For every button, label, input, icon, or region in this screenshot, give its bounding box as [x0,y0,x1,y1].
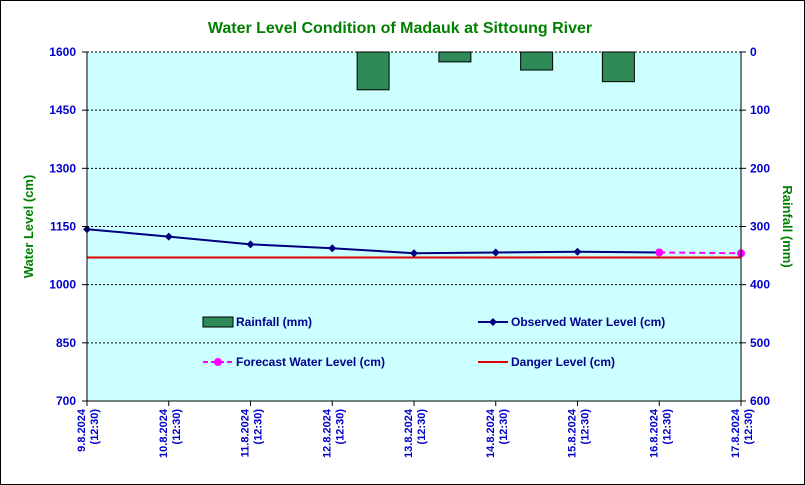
chart-title: Water Level Condition of Madauk at Sitto… [208,20,592,37]
y-tick-label-left: 1600 [49,45,76,59]
x-tick-label: 17.8.2024 (12:30) [730,408,755,458]
x-tick-label: 15.8.2024 (12:30) [567,408,592,458]
y-tick-label-right: 0 [750,45,757,59]
y-tick-label-left: 1300 [49,161,76,175]
x-tick-label-time: (12:30) [171,409,183,445]
legend-label: Rainfall (mm) [236,315,312,329]
x-tick-label-time: (12:30) [580,409,592,445]
x-tick-label-time: (12:30) [416,409,428,445]
x-tick-label: 10.8.2024 (12:30) [158,408,183,458]
rainfall-bar [520,51,554,71]
x-tick-label-date: 12.8.2024 [321,408,333,458]
forecast-point [655,248,664,257]
x-tick-label-date: 15.8.2024 [567,408,579,458]
x-tick-label: 11.8.2024 (12:30) [240,408,265,457]
legend-label: Danger Level (cm) [511,355,615,369]
observed-point [164,232,173,241]
y-tick-label-right: 200 [750,161,770,175]
plot-area [87,52,741,401]
x-tick-label-date: 11.8.2024 [240,408,252,457]
rainfall-bar [438,51,472,63]
observed-point [573,247,582,256]
x-tick-label-time: (12:30) [661,409,673,445]
x-tick-label: 12.8.2024 (12:30) [321,408,346,458]
y-axis-label-right: Rainfall (mm) [780,185,795,267]
y-tick-label-right: 400 [750,278,770,292]
x-tick-label-time: (12:30) [253,409,265,445]
legend-rainfall-swatch [202,316,234,328]
legend-forecast-marker [214,358,222,366]
x-tick-label-time: (12:30) [743,409,755,445]
observed-point [410,249,418,258]
y-tick-label-left: 1000 [49,278,76,292]
x-tick-label: 9.8.2024 (12:30) [76,408,101,452]
legend-observed-marker [489,318,497,326]
x-tick-label-date: 14.8.2024 [485,408,497,458]
y-tick-label-left: 1150 [50,220,76,234]
y-tick-label-left: 850 [56,336,76,350]
x-tick-label-time: (12:30) [89,409,101,445]
y-tick-label-right: 100 [750,103,770,117]
x-tick-label-date: 16.8.2024 [648,408,660,458]
y-tick-label-left: 1450 [49,103,76,117]
observed-water-level-line [86,228,660,255]
legend-label: Observed Water Level (cm) [511,315,665,329]
rainfall-bar [601,51,635,83]
legend-label: Forecast Water Level (cm) [236,355,385,369]
y-axis-label-left: Water Level (cm) [21,175,36,279]
x-tick-label-date: 13.8.2024 [403,408,415,458]
series-lines [83,225,745,259]
x-tick-label: 14.8.2024 (12:30) [485,408,510,458]
x-tick-label-date: 9.8.2024 [76,408,88,452]
x-tick-label-date: 10.8.2024 [158,408,170,458]
observed-point [491,248,500,257]
rainfall-bars [356,51,635,91]
rainfall-bar [356,51,390,91]
y-tick-label-right: 600 [750,394,770,408]
x-tick-label-date: 17.8.2024 [730,408,742,458]
forecast-water-level-line [659,251,742,255]
y-tick-label-right: 500 [750,336,770,350]
observed-point [328,244,337,253]
x-tick-label-time: (12:30) [498,409,510,445]
x-tick-label: 13.8.2024 (12:30) [403,408,428,458]
legend: Rainfall (mm) Observed Water Level (cm) Fo… [202,315,665,369]
observed-point [246,240,255,249]
x-tick-label: 16.8.2024 (12:30) [648,408,673,458]
x-tick-label-time: (12:30) [334,409,346,445]
gridlines [87,51,741,344]
tick-labels: 700 850 1000 1150 1300 1450 1600 0 100 200 300 400 5… [49,45,770,458]
axes [82,51,746,406]
y-tick-label-right: 300 [750,220,770,234]
y-tick-label-left: 700 [56,394,76,408]
